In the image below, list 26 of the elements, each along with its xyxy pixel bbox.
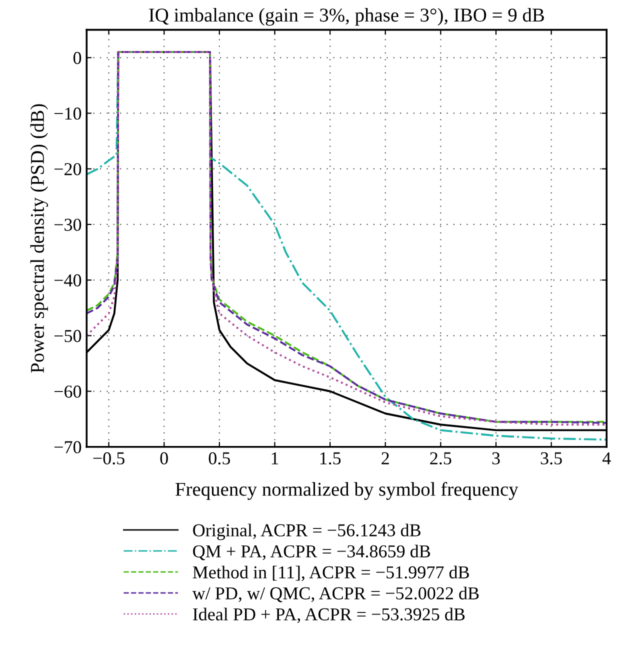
x-tick-label: 0: [160, 452, 168, 464]
legend-label: Original, ACPR = −56.1243 dB: [193, 524, 420, 540]
y-tick-label: −60: [54, 386, 82, 398]
y-tick-label: −10: [54, 108, 82, 120]
legend-label: w/ PD, w/ QMC, ACPR = −52.0022 dB: [192, 586, 479, 602]
x-tick-label: 3.5: [540, 452, 562, 465]
legend-label: Ideal PD + PA, ACPR = −53.3925 dB: [192, 608, 465, 624]
legend-label: QM + PA, ACPR = −34.8659 dB: [193, 544, 430, 560]
x-tick-label: −0.5: [93, 452, 124, 465]
legend-label: Method in [11], ACPR = −51.9977 dB: [192, 566, 469, 582]
y-tick-label: −40: [54, 274, 82, 286]
chart-title: IQ imbalance (gain = 3%, phase = 3°), IBO = 9 dB: [149, 8, 544, 26]
x-tick-label: 1.5: [320, 452, 341, 465]
y-tick-label: 0: [73, 52, 82, 64]
x-tick-label: 0.5: [208, 452, 230, 465]
y-tick-label: −70: [54, 441, 82, 454]
y-axis-title: Power spectral density (PSD) (dB): [30, 104, 48, 373]
x-tick-label: 3: [492, 452, 500, 464]
x-tick-label: 4: [602, 452, 611, 464]
y-tick-label: −30: [54, 218, 82, 231]
x-tick-label: 1: [272, 452, 278, 464]
y-tick-label: −20: [54, 163, 82, 176]
x-tick-label: 2: [382, 452, 389, 464]
x-tick-label: 2.5: [430, 452, 452, 465]
y-tick-label: −50: [54, 330, 82, 342]
x-axis-title: Frequency normalized by symbol frequency: [175, 482, 518, 500]
